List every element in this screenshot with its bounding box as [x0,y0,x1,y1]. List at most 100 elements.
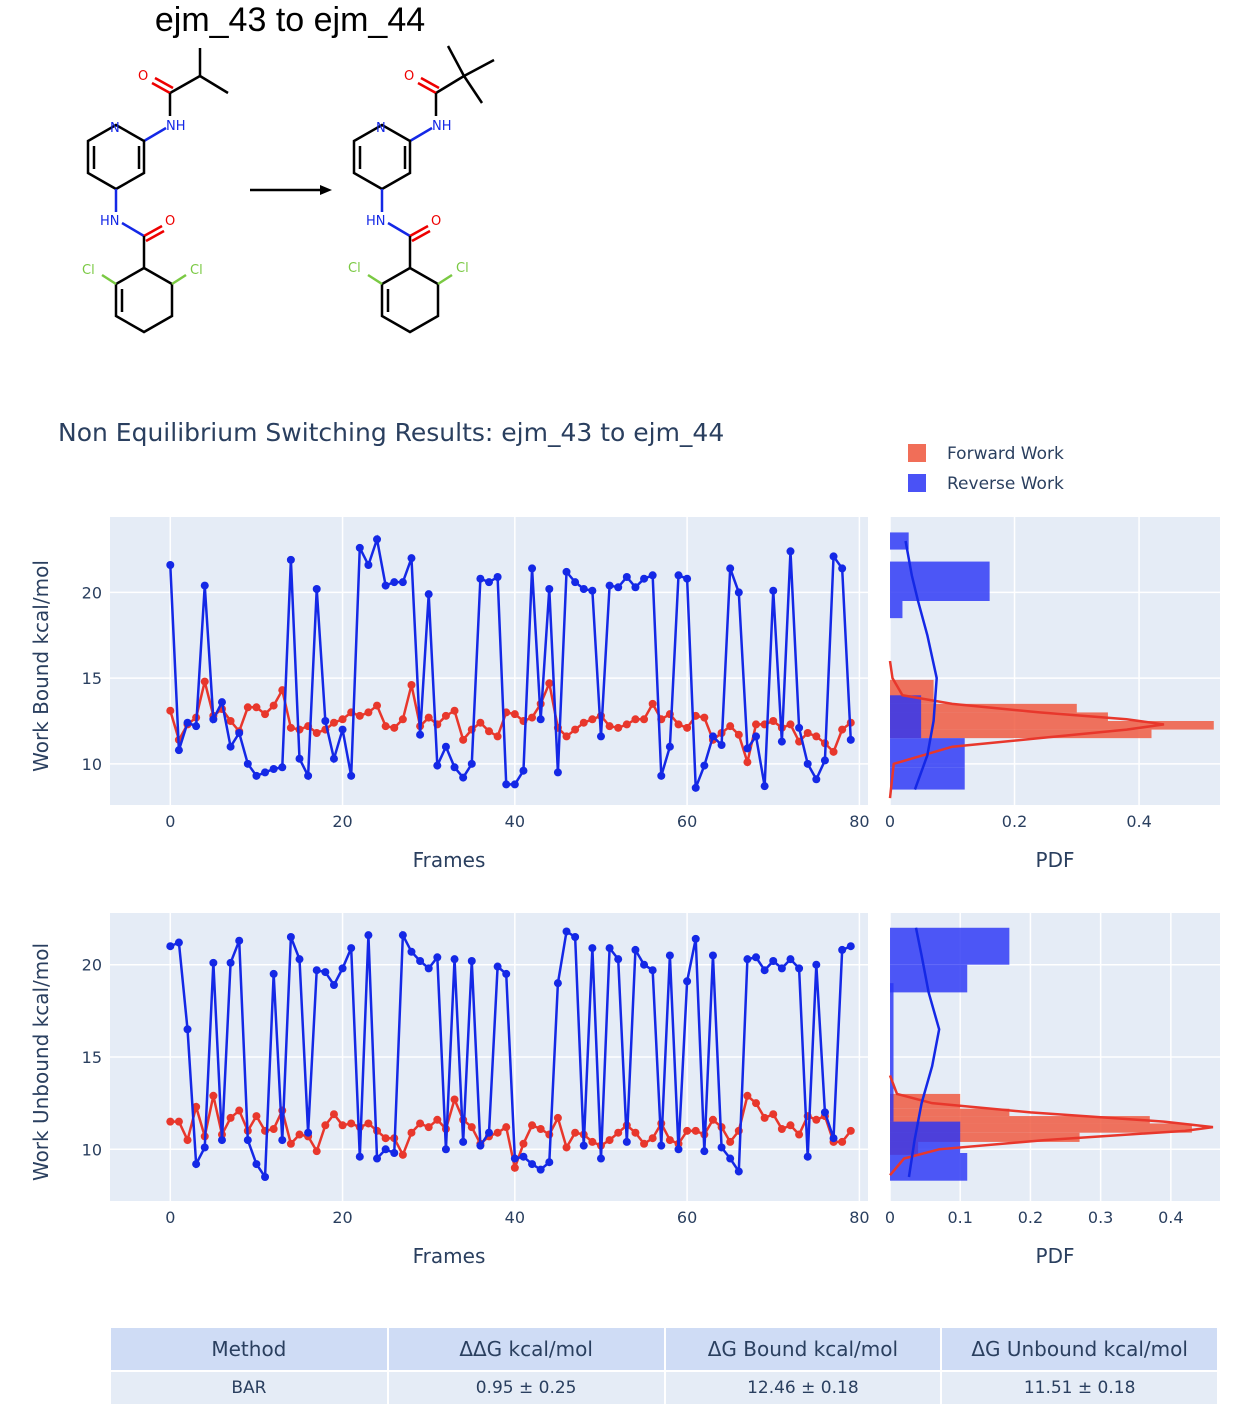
table-cell-method: BAR [111,1370,389,1404]
y-axis-label: Work Unbound kcal/mol [29,943,53,1181]
data-point [355,543,364,552]
y-tick-label: 10 [82,1140,102,1159]
data-point [373,1154,382,1163]
data-point [545,585,554,593]
data-point [640,715,649,724]
data-point [278,763,287,772]
legend-label: Reverse Work [947,474,1064,494]
x-tick-label: 0 [885,1208,895,1227]
data-point [769,1110,778,1119]
legend: Forward Work Reverse Work [908,444,1064,494]
data-point [338,1121,347,1130]
data-point [200,1143,209,1152]
data-point [407,947,416,956]
data-point [786,720,795,729]
data-point [407,554,416,563]
data-point [381,722,390,731]
data-point [217,698,226,707]
data-point [321,717,330,725]
atom-cl: Cl [82,263,95,278]
data-point [329,981,338,989]
data-point [777,737,786,746]
data-point [450,706,459,715]
data-point [502,969,511,978]
data-point [252,771,261,780]
data-point [812,960,821,969]
data-point [398,1150,407,1159]
x-tick-label: 0.3 [1088,1208,1113,1227]
x-tick-label: 0.4 [1158,1208,1183,1227]
data-point [571,725,580,734]
data-point [381,1145,390,1154]
molecule-ejm-43 [86,48,229,334]
data-point [571,1128,580,1137]
atom-nh: NH [166,119,186,134]
data-point [174,746,183,755]
line-panel: 0 20 40 60 80 10 15 20 Frames Work Bound kcal/mol [29,517,870,872]
x-tick-label: 60 [677,812,697,831]
data-point [286,555,295,564]
data-point [441,742,450,751]
data-point [519,1152,528,1161]
molecule-ejm-44 [352,45,495,334]
histogram-bar [890,712,1108,721]
data-point [614,723,623,732]
data-point [295,1130,304,1139]
data-point [588,715,597,724]
data-point [553,768,562,777]
x-tick-label: 40 [505,812,525,831]
data-point [795,964,804,973]
data-point [708,732,717,741]
data-point [381,1134,390,1143]
molecule-scheme: O NH N HN O Cl Cl O NH N HN O Cl Cl [82,45,495,334]
data-point [631,945,640,954]
data-point [743,1091,752,1100]
data-point [640,1139,649,1148]
histogram-bar [890,561,990,601]
data-point [192,1102,201,1111]
data-point [269,969,278,978]
data-point [760,1113,769,1122]
pdf-curve [888,1075,1214,1176]
data-point [424,964,433,973]
data-point [622,720,631,729]
data-point [269,765,278,773]
legend-swatch [908,444,926,462]
data-point [536,1165,545,1174]
data-point [355,1152,364,1161]
data-point [786,955,795,964]
data-point [347,944,356,953]
data-point [209,958,218,967]
data-point [536,715,545,724]
table-header-row: Method ΔΔG kcal/mol ΔG Bound kcal/mol ΔG… [111,1328,1219,1371]
data-point [295,955,304,964]
data-point [657,1141,666,1150]
data-point [683,574,692,583]
data-point [786,1121,795,1130]
data-point [683,1126,692,1135]
atom-o: O [431,214,441,229]
data-point [493,962,502,971]
data-point [691,783,700,792]
data-point [691,1126,700,1135]
data-point [614,955,623,964]
data-point [364,708,373,717]
line-panel: 0 20 40 60 80 10 15 20 Frames Work Unbound kcal/m… [29,913,870,1268]
data-point [674,720,683,729]
x-tick-label: 80 [849,1208,869,1227]
histogram-panel: 0 0.2 0.4 PDF [885,517,1220,872]
data-point [338,715,347,724]
data-point [803,1152,812,1161]
data-point [571,578,580,587]
data-point [665,951,674,960]
data-point [441,1145,450,1154]
data-point [838,1137,847,1146]
data-point [820,1108,829,1117]
data-point [235,936,244,945]
data-point [347,1119,356,1128]
atom-hn: HN [366,214,386,229]
data-point [243,759,252,768]
data-point [166,1117,175,1126]
data-point [493,573,502,581]
data-point [261,768,270,777]
